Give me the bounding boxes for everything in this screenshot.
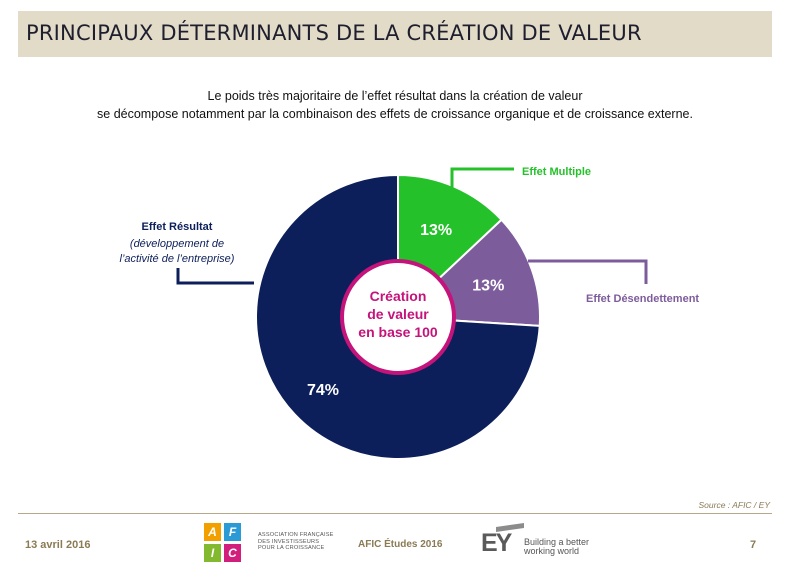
- callout-line-resultat: [176, 268, 254, 285]
- data-label: 13%: [420, 222, 452, 239]
- data-label: 13%: [472, 278, 504, 295]
- ey-tagline-line-2: working world: [524, 546, 580, 556]
- callout-line-desendettement: [528, 259, 648, 284]
- afic-association-line-3: POUR LA CROISSANCE: [258, 545, 325, 551]
- afic-logo-letter-c: C: [224, 544, 241, 562]
- afic-association-name: ASSOCIATION FRANÇAISE DES INVESTISSEURS …: [258, 532, 334, 552]
- ey-tagline-line-1: Building a better: [524, 537, 590, 547]
- afic-logo-letter-a: A: [204, 523, 221, 541]
- afic-logo: A F I C: [204, 523, 242, 563]
- callout-line-multiple: [450, 167, 514, 197]
- source-note: Source : AFIC / EY: [698, 500, 771, 510]
- footer-date: 13 avril 2016: [25, 539, 91, 551]
- callout-detail-resultat: l’activité de l’entreprise): [120, 253, 235, 265]
- callout-label-multiple: Effet Multiple: [522, 166, 591, 178]
- ey-tagline: Building a better working world: [524, 538, 589, 556]
- page-number: 7: [750, 539, 757, 551]
- page-title: PRINCIPAUX DÉTERMINANTS DE LA CRÉATION D…: [26, 21, 642, 45]
- donut-chart: Création de valeur en base 100 13% 13% 74% Eff…: [120, 166, 699, 460]
- center-label-line: Création: [370, 288, 427, 304]
- center-label-line: de valeur: [367, 306, 429, 322]
- footer-divider: [18, 513, 772, 514]
- subtitle: Le poids très majoritaire de l’effet rés…: [0, 87, 790, 123]
- afic-etudes-label: AFIC Études 2016: [358, 539, 443, 550]
- afic-logo-letter-i: I: [204, 544, 221, 562]
- title-bar: PRINCIPAUX DÉTERMINANTS DE LA CRÉATION D…: [18, 11, 772, 57]
- center-circle: [340, 259, 456, 375]
- callout-detail-resultat: (développement de: [130, 238, 224, 250]
- data-label: 74%: [307, 382, 339, 399]
- afic-association-line-2: DES INVESTISSEURS: [258, 538, 320, 545]
- callout-label-desendettement: Effet Désendettement: [586, 293, 699, 305]
- subtitle-line-1: Le poids très majoritaire de l’effet rés…: [207, 89, 583, 103]
- center-label-line: en base 100: [358, 324, 438, 340]
- afic-logo-letter-f: F: [224, 523, 241, 541]
- afic-association-line-1: ASSOCIATION FRANÇAISE: [258, 532, 334, 538]
- ey-logo: EY: [481, 529, 512, 557]
- callout-label-resultat: Effet Résultat: [142, 221, 213, 233]
- subtitle-line-2: se décompose notamment par la combinaiso…: [97, 107, 693, 121]
